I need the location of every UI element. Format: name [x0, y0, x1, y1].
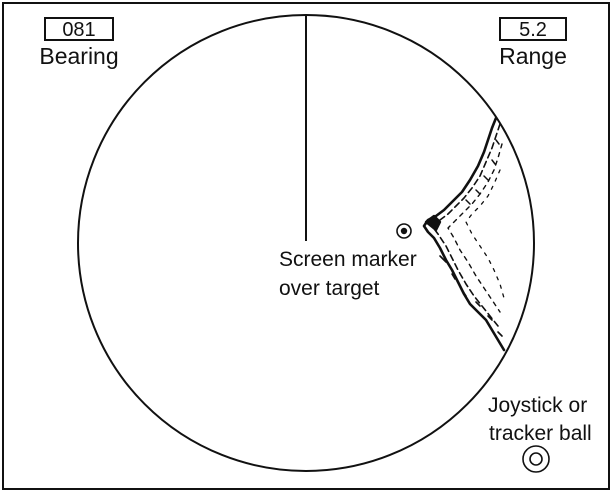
- bearing-label: Bearing: [39, 43, 118, 69]
- tracker-ball-icon[interactable]: [522, 445, 550, 473]
- screen-marker-label-line1: Screen marker: [279, 248, 417, 271]
- range-value: 5.2: [519, 19, 547, 41]
- bearing-value: 081: [62, 19, 95, 41]
- range-readout-box: [499, 17, 567, 41]
- coastline-echoes: [422, 116, 506, 352]
- joystick-label-line2: tracker ball: [489, 422, 592, 445]
- joystick-label-line1: Joystick or: [488, 394, 587, 417]
- range-label: Range: [499, 43, 567, 69]
- radar-screen-circle: [77, 14, 535, 472]
- screen-marker-icon: [396, 223, 412, 239]
- screen-marker-label-line2: over target: [279, 277, 380, 300]
- bearing-readout-box: [44, 17, 114, 41]
